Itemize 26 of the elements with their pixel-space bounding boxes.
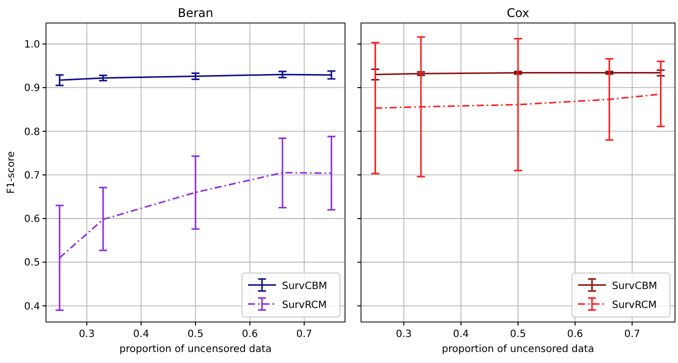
x-tick-label: 0.4	[452, 329, 469, 340]
x-tick-label: 0.7	[624, 329, 640, 340]
y-tick-label: 1.0	[24, 39, 40, 50]
y-tick-label: 0.4	[24, 301, 40, 312]
x-axis-title: proportion of uncensored data	[442, 344, 594, 355]
y-tick-label: 0.7	[24, 170, 40, 182]
x-tick-label: 0.5	[188, 329, 204, 340]
legend-label: SurvCBM	[282, 281, 328, 292]
y-tick-label: 0.6	[24, 214, 40, 226]
y-tick-label: 0.9	[24, 83, 40, 94]
y-tick-label: 0.8	[24, 126, 40, 138]
y-axis-title: F1-score	[6, 151, 17, 194]
x-axis-title: proportion of uncensored data	[119, 344, 272, 355]
x-tick-label: 0.3	[78, 329, 95, 340]
x-tick-label: 0.6	[567, 329, 584, 340]
chart-title: Beran	[178, 6, 214, 20]
x-tick-label: 0.7	[296, 329, 312, 340]
y-tick-label: 0.5	[24, 258, 40, 269]
legend-label: SurvRCM	[612, 300, 657, 311]
x-tick-label: 0.5	[510, 329, 526, 340]
legend-label: SurvRCM	[282, 300, 327, 311]
x-tick-label: 0.4	[133, 329, 150, 340]
legend-label: SurvCBM	[612, 281, 658, 292]
x-tick-label: 0.6	[242, 329, 258, 340]
chart-title: Cox	[506, 6, 530, 20]
x-tick-label: 0.3	[396, 329, 412, 340]
